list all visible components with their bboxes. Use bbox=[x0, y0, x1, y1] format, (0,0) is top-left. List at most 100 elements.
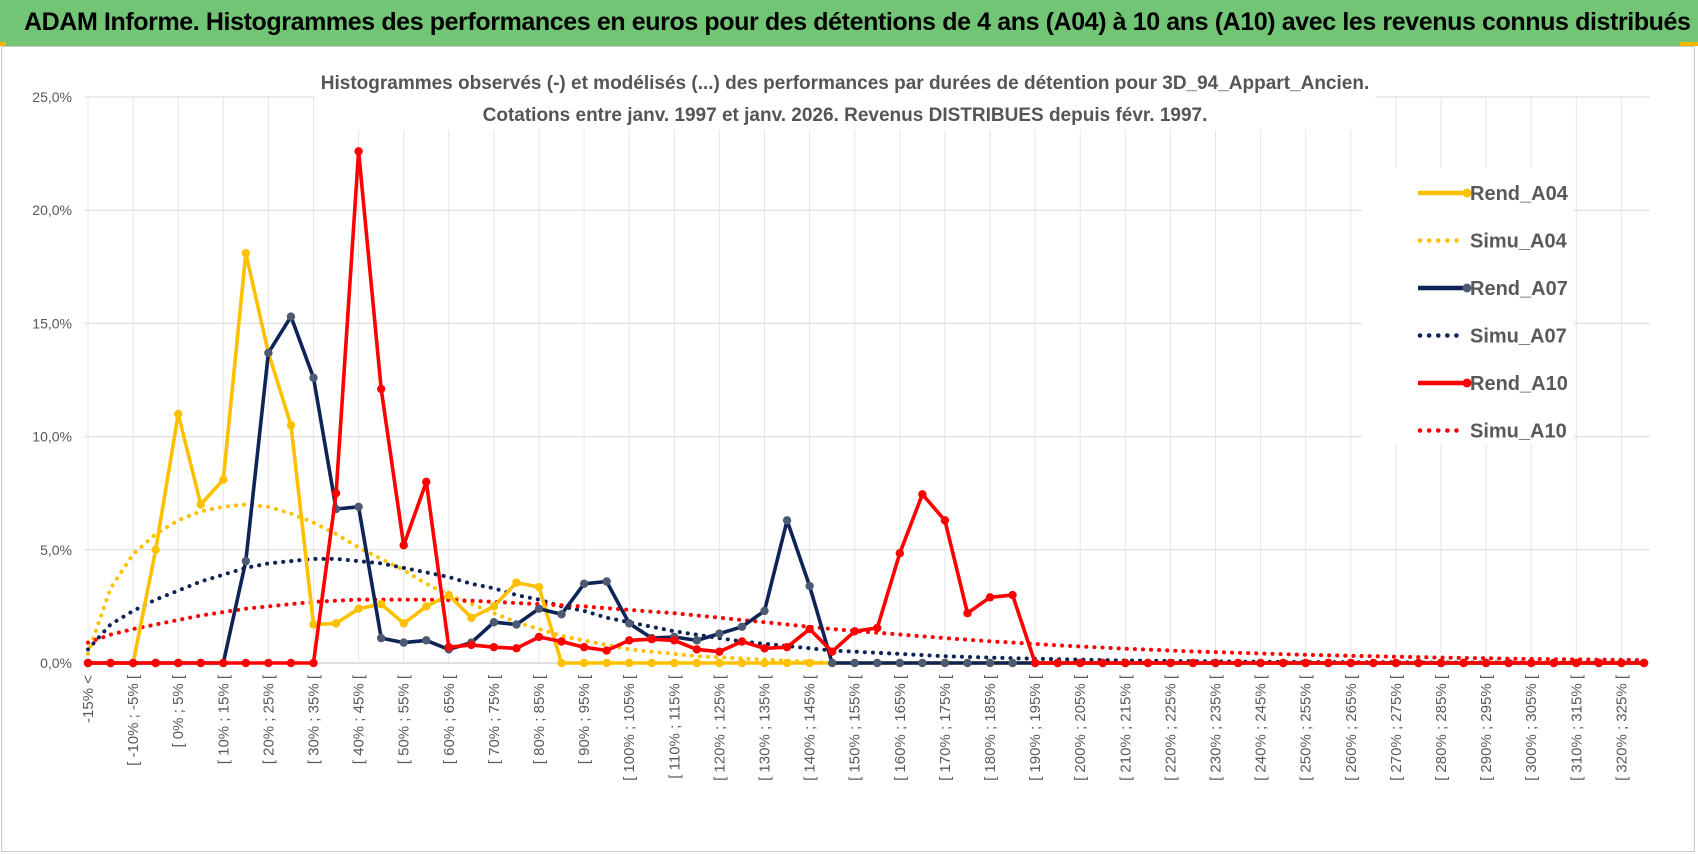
data-point-rend-a07 bbox=[1008, 658, 1017, 668]
data-point-rend-a07 bbox=[557, 610, 566, 619]
series-line-simu-a10 bbox=[86, 597, 1646, 663]
data-point-rend-a04 bbox=[219, 475, 228, 484]
x-tick-label: [ 20% ; 25% [ bbox=[260, 674, 277, 764]
x-tick-label: [ 150% ; 155% [ bbox=[847, 674, 864, 781]
legend-label-simu-a10: Simu_A10 bbox=[1470, 421, 1567, 443]
data-point-rend-a10 bbox=[83, 658, 93, 668]
legend-label-rend-a04: Rend_A04 bbox=[1470, 183, 1569, 205]
data-point-rend-a10 bbox=[467, 640, 476, 650]
legend-label-rend-a07: Rend_A07 bbox=[1470, 278, 1568, 300]
data-point-rend-a04 bbox=[692, 658, 702, 668]
data-point-rend-a10 bbox=[1121, 658, 1130, 668]
data-point-rend-a07 bbox=[760, 606, 769, 616]
y-tick-label: 15,0% bbox=[32, 315, 72, 331]
x-tick-label: -15% < bbox=[80, 675, 97, 723]
x-tick-label: [ 10% ; 15% [ bbox=[215, 674, 232, 764]
data-point-rend-a10 bbox=[1053, 658, 1062, 668]
x-tick-label: [ 70% ; 75% [ bbox=[486, 674, 503, 764]
chart-subtitle: Cotations entre janv. 1997 et janv. 2026… bbox=[483, 105, 1208, 126]
data-point-rend-a10 bbox=[625, 636, 634, 645]
data-point-rend-a07 bbox=[241, 556, 251, 566]
chart-series bbox=[83, 147, 1649, 668]
data-point-rend-a10 bbox=[1211, 658, 1220, 668]
report-banner: ADAM Informe. Histogrammes des performan… bbox=[0, 0, 1698, 46]
data-point-rend-a10 bbox=[827, 647, 837, 656]
x-tick-label: [ 100% ; 105% [ bbox=[621, 674, 638, 781]
x-tick-label: [ 300% ; 305% [ bbox=[1523, 674, 1540, 781]
y-tick-label: 5,0% bbox=[40, 542, 72, 558]
data-point-rend-a04 bbox=[805, 658, 814, 668]
data-point-rend-a04 bbox=[760, 658, 769, 668]
data-point-rend-a07 bbox=[602, 577, 611, 586]
data-point-rend-a10 bbox=[1301, 658, 1310, 668]
x-tick-label: [ 40% ; 45% [ bbox=[351, 674, 368, 764]
data-point-rend-a10 bbox=[1008, 590, 1017, 600]
x-tick-label: [ 180% ; 185% [ bbox=[982, 674, 999, 781]
data-point-rend-a10 bbox=[219, 658, 228, 668]
x-tick-label: [ 160% ; 165% [ bbox=[892, 674, 909, 781]
data-point-rend-a04 bbox=[625, 658, 634, 668]
x-tick-label: [ 220% ; 225% [ bbox=[1162, 674, 1179, 781]
data-point-rend-a10 bbox=[106, 658, 115, 668]
data-point-rend-a10 bbox=[1233, 658, 1243, 668]
data-point-rend-a04 bbox=[309, 620, 318, 629]
x-tick-label: [ 140% ; 145% [ bbox=[802, 674, 819, 781]
data-point-rend-a10 bbox=[1346, 658, 1356, 668]
data-point-rend-a10 bbox=[940, 516, 950, 525]
data-point-rend-a04 bbox=[151, 545, 160, 554]
data-point-rend-a10 bbox=[737, 637, 747, 646]
legend-label-simu-a07: Simu_A07 bbox=[1470, 326, 1567, 348]
x-tick-label: [ 30% ; 35% [ bbox=[306, 674, 323, 764]
x-tick-label: [ 90% ; 95% [ bbox=[576, 674, 593, 764]
data-point-rend-a10 bbox=[1188, 658, 1198, 668]
data-point-rend-a10 bbox=[918, 490, 927, 499]
data-point-rend-a04 bbox=[512, 578, 521, 587]
data-point-rend-a10 bbox=[354, 147, 363, 156]
data-point-rend-a04 bbox=[399, 619, 408, 628]
data-point-rend-a04 bbox=[782, 658, 792, 668]
x-tick-label: [ 320% ; 325% [ bbox=[1613, 674, 1630, 781]
chart-legend: Rend_A04 Simu_A04 Rend_A07 Simu_A07 Rend_A10… bbox=[1362, 168, 1574, 443]
data-point-rend-a10 bbox=[963, 608, 972, 618]
data-point-rend-a04 bbox=[241, 249, 251, 258]
x-tick-label: [ 200% ; 205% [ bbox=[1072, 674, 1089, 781]
data-point-rend-a10 bbox=[715, 647, 724, 656]
x-tick-label: [ 170% ; 175% [ bbox=[937, 674, 954, 781]
data-point-rend-a07 bbox=[512, 620, 521, 629]
data-point-rend-a10 bbox=[647, 635, 656, 644]
data-point-rend-a10 bbox=[264, 658, 273, 668]
x-tick-label: [ 240% ; 245% [ bbox=[1253, 674, 1270, 781]
x-tick-label: [ 120% ; 125% [ bbox=[711, 674, 728, 781]
x-tick-label: [ 230% ; 235% [ bbox=[1208, 674, 1225, 781]
data-point-rend-a10 bbox=[895, 548, 904, 558]
data-point-rend-a10 bbox=[1504, 658, 1513, 668]
data-point-rend-a10 bbox=[512, 644, 521, 653]
x-tick-label: [ 110% ; 115% [ bbox=[666, 674, 683, 779]
data-point-rend-a07 bbox=[264, 348, 273, 358]
data-point-rend-a10 bbox=[985, 593, 995, 602]
data-point-rend-a10 bbox=[241, 658, 251, 668]
data-point-rend-a07 bbox=[782, 516, 792, 525]
y-tick-label: 10,0% bbox=[32, 429, 72, 445]
data-point-rend-a07 bbox=[399, 638, 408, 647]
data-point-rend-a10 bbox=[760, 644, 769, 653]
x-tick-label: [ 130% ; 135% [ bbox=[757, 674, 774, 781]
data-point-rend-a04 bbox=[422, 602, 431, 611]
x-tick-label: [ 80% ; 85% [ bbox=[531, 674, 548, 764]
x-tick-label: [ 280% ; 285% [ bbox=[1433, 674, 1450, 781]
data-point-rend-a07 bbox=[850, 658, 859, 668]
data-point-rend-a10 bbox=[850, 627, 859, 636]
data-point-rend-a04 bbox=[534, 582, 544, 592]
series-line-simu-a04 bbox=[86, 502, 1646, 665]
data-point-rend-a04 bbox=[196, 500, 205, 509]
data-point-rend-a10 bbox=[422, 477, 431, 487]
data-point-rend-a10 bbox=[399, 541, 408, 550]
data-point-rend-a04 bbox=[467, 613, 476, 622]
data-point-rend-a10 bbox=[1166, 658, 1175, 668]
data-point-rend-a10 bbox=[670, 636, 679, 645]
data-point-rend-a04 bbox=[557, 658, 566, 668]
data-point-rend-a10 bbox=[557, 637, 566, 646]
chart-title: Histogrammes observés (-) et modélisés (… bbox=[321, 73, 1369, 94]
data-point-rend-a10 bbox=[128, 658, 138, 668]
